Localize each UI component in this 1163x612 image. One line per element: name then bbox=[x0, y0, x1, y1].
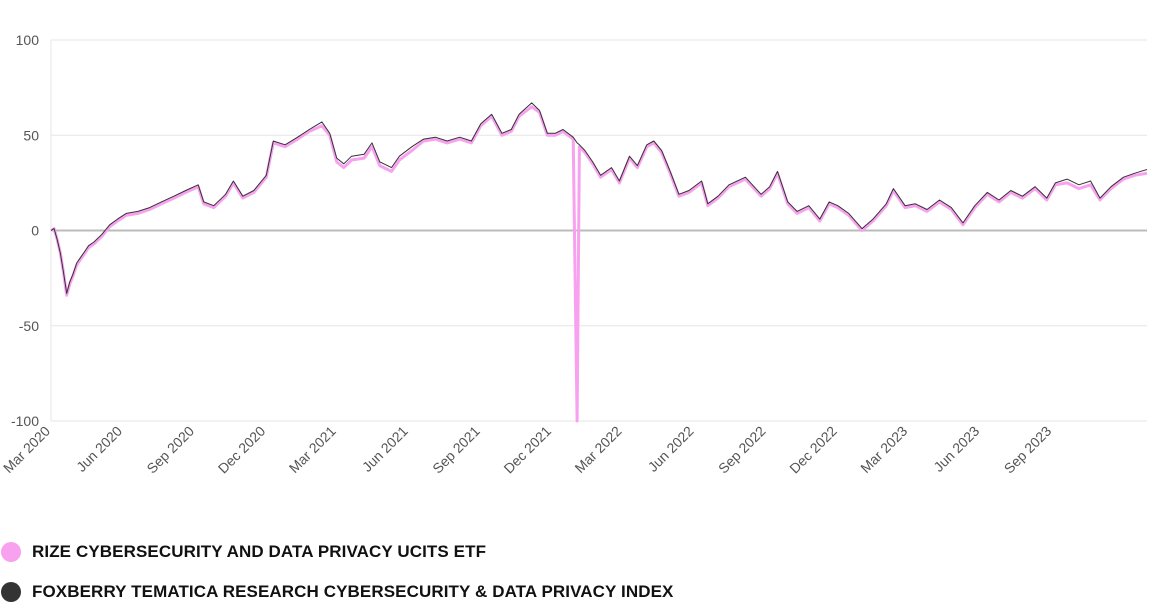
x-tick-label: Sep 2020 bbox=[143, 423, 197, 477]
chart-area: -100 -50 0 50 100 Mar 2020 Jun 2020 Sep 2020 De… bbox=[0, 32, 1148, 477]
legend: RIZE CYBERSECURITY AND DATA PRIVACY UCIT… bbox=[0, 532, 1163, 612]
line-chart: -100 -50 0 50 100 Mar 2020 Jun 2020 Sep 2020 De… bbox=[0, 32, 1148, 477]
x-tick-label: Dec 2022 bbox=[786, 423, 840, 477]
legend-item-index[interactable]: FOXBERRY TEMATICA RESEARCH CYBERSECURITY… bbox=[0, 572, 1163, 612]
legend-label-etf: RIZE CYBERSECURITY AND DATA PRIVACY UCIT… bbox=[32, 542, 487, 561]
x-tick-label: Dec 2021 bbox=[500, 423, 554, 477]
gridlines bbox=[50, 39, 1147, 422]
x-tick-label: Mar 2020 bbox=[0, 423, 53, 476]
y-tick-label: 0 bbox=[31, 223, 39, 239]
legend-marker-index bbox=[1, 582, 21, 602]
x-tick-label: Mar 2021 bbox=[286, 423, 339, 476]
legend-item-etf[interactable]: RIZE CYBERSECURITY AND DATA PRIVACY UCIT… bbox=[0, 532, 1163, 572]
series-lines bbox=[50, 102, 1148, 423]
y-tick-label: 100 bbox=[16, 32, 40, 48]
y-tick-label: -100 bbox=[11, 413, 39, 429]
series-line-etf bbox=[50, 105, 1148, 423]
x-tick-label: Jun 2020 bbox=[73, 423, 125, 475]
x-tick-label: Mar 2022 bbox=[571, 423, 624, 476]
legend-label-index: FOXBERRY TEMATICA RESEARCH CYBERSECURITY… bbox=[32, 582, 674, 601]
x-tick-label: Sep 2023 bbox=[1001, 423, 1055, 477]
x-tick-label: Jun 2023 bbox=[930, 423, 982, 475]
y-tick-label: 50 bbox=[23, 127, 39, 143]
x-tick-label: Sep 2022 bbox=[715, 423, 769, 477]
series-line-index bbox=[50, 102, 1148, 294]
x-tick-label: Dec 2020 bbox=[215, 423, 269, 477]
legend-marker-etf bbox=[1, 542, 21, 562]
y-tick-label: -50 bbox=[19, 318, 39, 334]
y-axis: -100 -50 0 50 100 bbox=[11, 32, 39, 429]
x-tick-label: Jun 2022 bbox=[645, 423, 697, 475]
x-tick-label: Mar 2023 bbox=[857, 423, 910, 476]
x-axis: Mar 2020 Jun 2020 Sep 2020 Dec 2020 Mar 2021… bbox=[0, 423, 1055, 477]
x-tick-label: Sep 2021 bbox=[429, 423, 483, 477]
x-tick-label: Jun 2021 bbox=[359, 423, 411, 475]
